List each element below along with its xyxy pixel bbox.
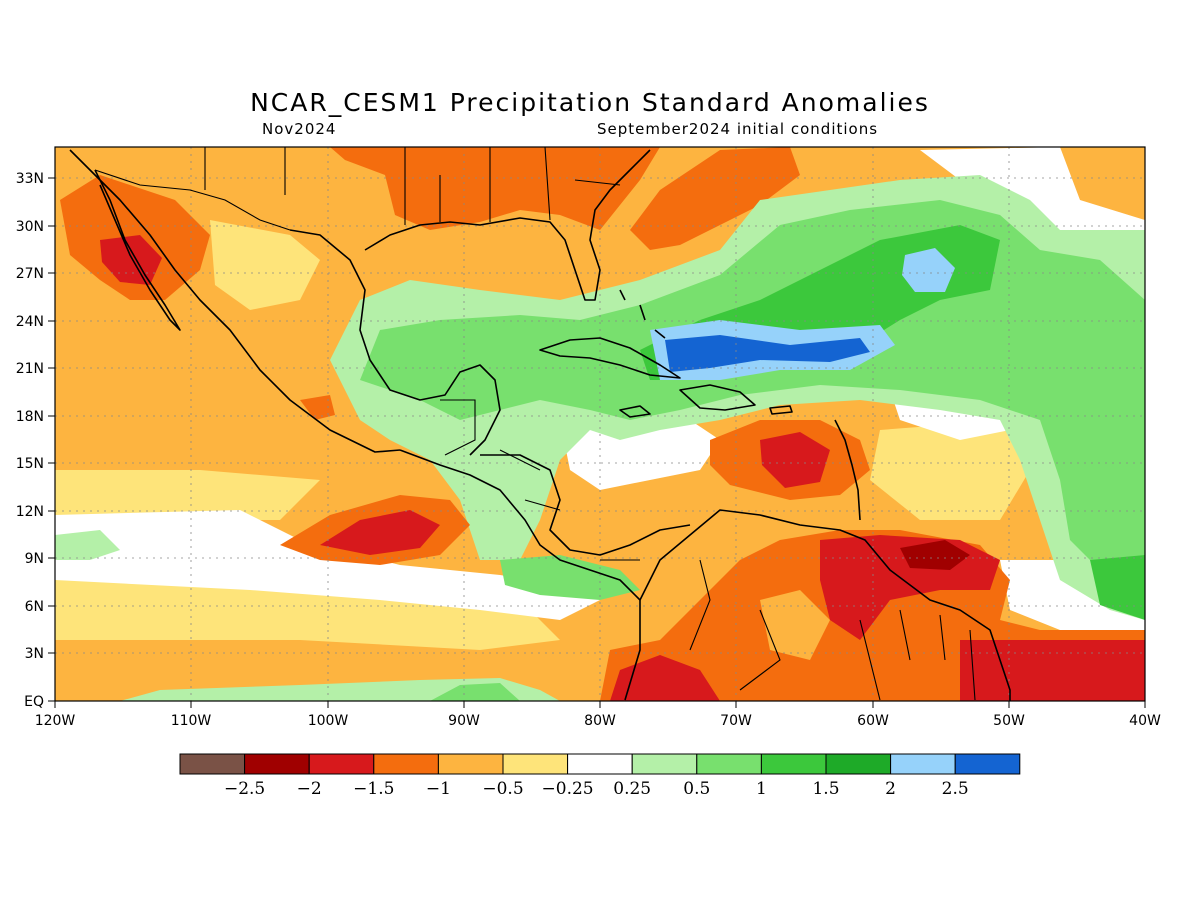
colorbar-label: 1 bbox=[756, 779, 767, 799]
anomaly-neutral-ne bbox=[920, 147, 1145, 250]
anomaly-dry-atlantic-north bbox=[630, 147, 800, 250]
chart-title: NCAR_CESM1 Precipitation Standard Anomal… bbox=[250, 88, 930, 117]
anomaly-lightdry-east bbox=[870, 420, 1030, 520]
border-us-mexico bbox=[94, 169, 291, 231]
lat-label: 33N bbox=[16, 171, 44, 187]
colorbar-label: 2.5 bbox=[942, 779, 969, 799]
colorbar-swatch bbox=[825, 753, 892, 775]
lat-label: 30N bbox=[16, 219, 44, 235]
colorbar-label: 0.5 bbox=[683, 779, 710, 799]
colorbar-swatch bbox=[696, 753, 762, 775]
colorbar-swatch bbox=[502, 753, 569, 775]
lon-label: 80W bbox=[584, 713, 616, 729]
colorbar-label: 2 bbox=[885, 779, 896, 799]
anomaly-neutral-east bbox=[1000, 560, 1145, 640]
anomaly-dry-se-us bbox=[330, 147, 660, 230]
colorbar-label: −1.5 bbox=[353, 779, 394, 799]
lat-label: 18N bbox=[16, 409, 44, 425]
coast-baja bbox=[94, 169, 181, 331]
colorbar-swatch bbox=[437, 753, 504, 775]
colorbar-label: 1.5 bbox=[812, 779, 839, 799]
anomaly-lightdry-venezuela bbox=[760, 590, 830, 660]
coast-caribbean-side bbox=[480, 454, 691, 556]
anomaly-neutral-equatorial bbox=[55, 510, 600, 620]
colorbar-label: −2 bbox=[297, 779, 322, 799]
lon-label: 50W bbox=[993, 713, 1025, 729]
anomaly-verydry-colombia bbox=[610, 655, 720, 701]
lat-label: 9N bbox=[25, 551, 44, 567]
colorbar-label: −1 bbox=[426, 779, 451, 799]
lat-label: 21N bbox=[16, 361, 44, 377]
coast-hispaniola bbox=[679, 384, 756, 411]
anomaly-lightdry-pacific bbox=[55, 470, 320, 520]
colorbar-swatch bbox=[373, 753, 439, 775]
lon-label: 70W bbox=[720, 713, 752, 729]
coast-south-america-north bbox=[639, 509, 1011, 701]
colorbar-swatch bbox=[631, 753, 698, 775]
coast-lesser-antilles bbox=[834, 419, 861, 521]
border-central-america bbox=[440, 399, 640, 561]
anomaly-extreme-dry bbox=[900, 540, 970, 570]
lat-labels: 33N 30N 27N 24N 21N 18N 15N 12N 9N 6N 3N… bbox=[16, 171, 44, 710]
anomaly-verydry-baja bbox=[100, 235, 162, 285]
border-south-america bbox=[689, 559, 976, 701]
lon-label: 40W bbox=[1129, 713, 1161, 729]
coast-us-gulf bbox=[364, 149, 651, 301]
colorbar-swatch bbox=[954, 753, 1021, 775]
anomaly-verydry-caribbean bbox=[760, 432, 830, 488]
colorbar-label: 0.25 bbox=[613, 779, 651, 799]
borders bbox=[94, 147, 976, 701]
colorbar-swatch bbox=[244, 753, 310, 775]
subtitle-forecast-month: Nov2024 bbox=[262, 120, 336, 138]
anomaly-verydry-pacific-itcz bbox=[320, 510, 440, 555]
lat-label: EQ bbox=[24, 694, 44, 710]
coast-central-america bbox=[399, 449, 641, 701]
lon-label: 110W bbox=[171, 713, 212, 729]
lat-label: 27N bbox=[16, 266, 44, 282]
coast-cuba bbox=[539, 337, 681, 379]
colorbar-label: −2.5 bbox=[224, 779, 265, 799]
lon-labels: 120W 110W 100W 90W 80W 70W 60W 50W 40W bbox=[35, 713, 1161, 729]
colorbar-label: −0.5 bbox=[482, 779, 523, 799]
colorbar-swatch bbox=[890, 753, 956, 775]
anomaly-verydry-brazil bbox=[960, 640, 1145, 701]
subtitle-initial-conditions: September2024 initial conditions bbox=[597, 120, 878, 138]
lat-label: 15N bbox=[16, 456, 44, 472]
anomaly-wet-east-strong bbox=[1090, 555, 1145, 620]
anomaly-wet-equator-mid bbox=[430, 683, 520, 701]
anomaly-dry-gulf-honduras bbox=[300, 395, 335, 420]
colorbar-label: −0.25 bbox=[542, 779, 594, 799]
coast-puerto-rico bbox=[769, 405, 793, 415]
lat-label: 12N bbox=[16, 504, 44, 520]
lon-label: 90W bbox=[448, 713, 480, 729]
coast-bahamas bbox=[619, 289, 666, 339]
anomaly-wet-blue-deep bbox=[665, 335, 870, 372]
graticule bbox=[55, 147, 1145, 701]
border-us-states bbox=[204, 147, 621, 225]
lat-label: 3N bbox=[25, 646, 44, 662]
anomaly-lightdry-mexico bbox=[210, 220, 320, 310]
coast-mexico-pacific bbox=[69, 149, 401, 453]
anomaly-wet-blue-north bbox=[902, 248, 955, 292]
anomaly-wet-pacific-west bbox=[55, 530, 120, 560]
colorbar-swatch bbox=[179, 753, 246, 775]
coast-jamaica bbox=[619, 405, 651, 418]
lon-label: 120W bbox=[35, 713, 76, 729]
coastlines bbox=[69, 149, 1011, 701]
lat-label: 6N bbox=[25, 599, 44, 615]
colorbar-swatch bbox=[308, 753, 375, 775]
anomaly-wet-panama bbox=[500, 555, 640, 600]
colorbar-swatch bbox=[760, 753, 827, 775]
colorbar: −2.5 −2 −1.5 −1 −0.5 −0.25 0.25 0.5 1 1.5 2 2.5 bbox=[179, 753, 1021, 799]
coast-gulf-mexico bbox=[289, 229, 501, 456]
lon-label: 100W bbox=[308, 713, 349, 729]
colorbar-swatch bbox=[567, 753, 633, 775]
lat-label: 24N bbox=[16, 314, 44, 330]
lon-label: 60W bbox=[857, 713, 889, 729]
tick-marks bbox=[48, 177, 1146, 708]
